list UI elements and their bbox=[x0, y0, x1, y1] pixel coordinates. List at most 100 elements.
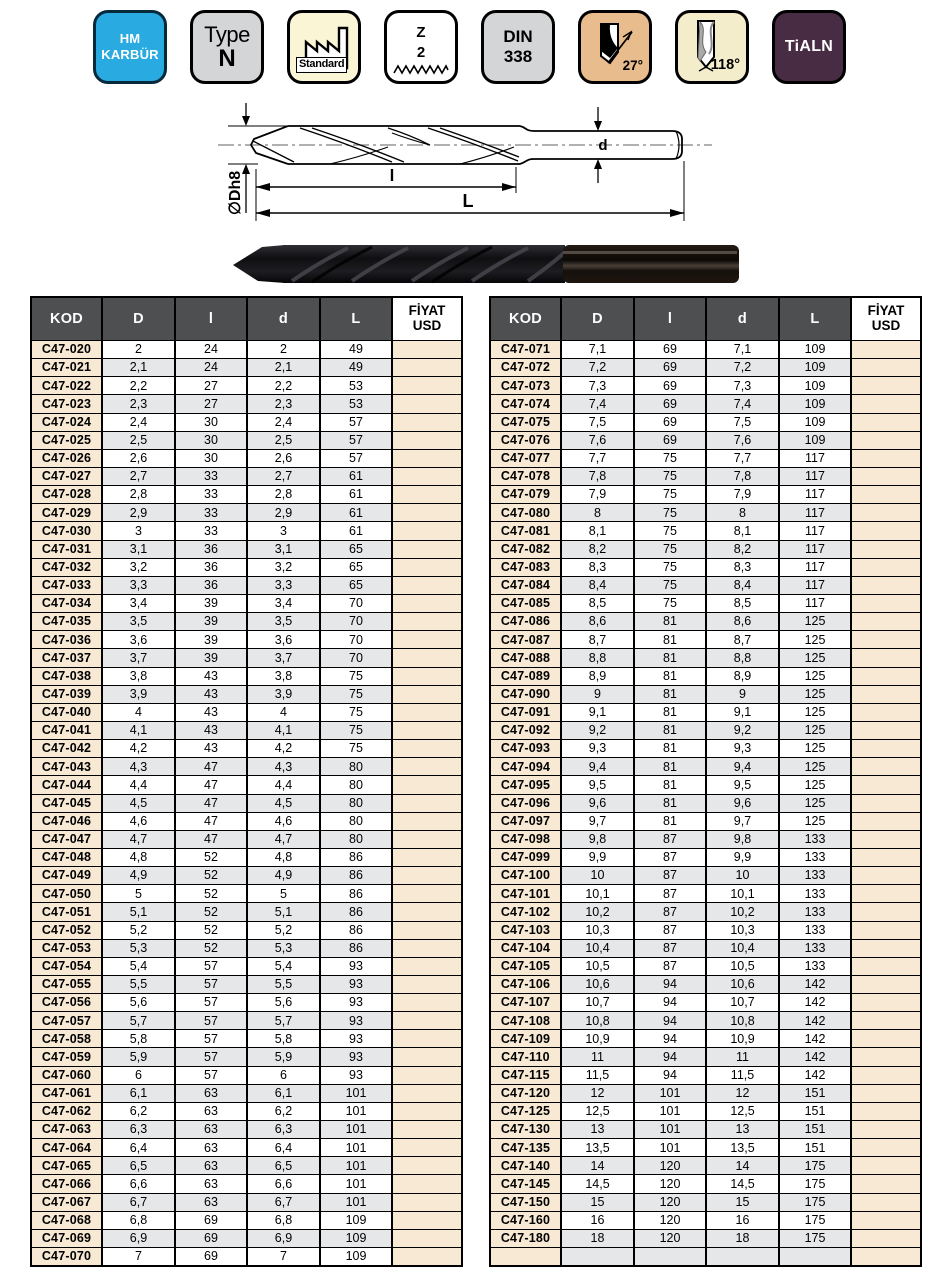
product-code-cell: C47-062 bbox=[30, 1101, 103, 1122]
dimension-cell: 117 bbox=[778, 521, 852, 541]
dimension-cell: 175 bbox=[778, 1174, 852, 1194]
dimension-cell: 8,9 bbox=[705, 666, 780, 686]
dimension-cell: 4,1 bbox=[246, 720, 321, 741]
dimension-cell: 8,4 bbox=[560, 575, 635, 595]
product-code-cell: C47-032 bbox=[30, 557, 103, 577]
product-code-cell: C47-024 bbox=[30, 412, 103, 432]
price-cell bbox=[391, 1011, 463, 1031]
product-code-cell: C47-074 bbox=[489, 394, 562, 414]
dimension-cell: 6,3 bbox=[101, 1120, 176, 1140]
dimension-cell: 86 bbox=[319, 902, 393, 922]
dimension-cell: 3 bbox=[246, 521, 321, 541]
dimension-cell: 9,5 bbox=[705, 775, 780, 795]
dimension-cell: 109 bbox=[778, 412, 852, 432]
dimension-cell: 75 bbox=[633, 521, 707, 541]
product-code-cell: C47-093 bbox=[489, 739, 562, 759]
price-cell bbox=[391, 1029, 463, 1049]
dimension-cell: 81 bbox=[633, 702, 707, 722]
table-row: C47-073 7,3 69 7,3 109 bbox=[489, 376, 922, 396]
dimension-cell: 4,8 bbox=[246, 847, 321, 868]
dimension-cell: 151 bbox=[778, 1101, 852, 1122]
col-diameter: D bbox=[101, 296, 176, 341]
dimension-cell: 10,7 bbox=[705, 993, 780, 1013]
price-cell bbox=[850, 993, 922, 1013]
dimension-cell: 81 bbox=[633, 811, 707, 831]
table-row: C47-030 3 33 3 61 bbox=[30, 521, 463, 541]
table-row: C47-033 3,3 36 3,3 65 bbox=[30, 575, 463, 595]
table-row: C47-081 8,1 75 8,1 117 bbox=[489, 521, 922, 541]
dimension-cell: 43 bbox=[174, 684, 248, 704]
dimension-cell: 33 bbox=[174, 485, 248, 505]
dimension-cell: 2,4 bbox=[246, 412, 321, 432]
dimension-cell: 3,9 bbox=[101, 684, 176, 704]
price-cell bbox=[850, 1101, 922, 1122]
price-cell bbox=[391, 575, 463, 595]
dimension-cell: 8 bbox=[560, 503, 635, 523]
dimension-cell: 142 bbox=[778, 974, 852, 995]
product-code-cell: C47-066 bbox=[30, 1174, 103, 1194]
drill-point-icon bbox=[697, 20, 715, 72]
dimension-cell: 6,4 bbox=[246, 1138, 321, 1158]
dimension-cell: 10,3 bbox=[705, 920, 780, 940]
dimension-cell: 125 bbox=[778, 757, 852, 777]
dimension-cell: 125 bbox=[778, 684, 852, 704]
dimension-cell: 133 bbox=[778, 938, 852, 958]
table-row: C47-080 8 75 8 117 bbox=[489, 503, 922, 523]
dimension-cell: 120 bbox=[633, 1228, 707, 1249]
dim-label-total-length: L bbox=[463, 191, 474, 211]
product-code-cell: C47-077 bbox=[489, 448, 562, 468]
product-code-cell: C47-076 bbox=[489, 430, 562, 450]
dimension-cell: 87 bbox=[633, 884, 707, 904]
dimension-cell: 10 bbox=[705, 866, 780, 886]
price-cell bbox=[391, 1138, 463, 1158]
product-code-cell: C47-022 bbox=[30, 376, 103, 396]
product-code-cell: C47-055 bbox=[30, 974, 103, 995]
dimension-cell: 75 bbox=[633, 485, 707, 505]
price-cell bbox=[850, 376, 922, 396]
table-row: C47-065 6,5 63 6,5 101 bbox=[30, 1156, 463, 1176]
price-cell bbox=[391, 993, 463, 1013]
table-row: C47-043 4,3 47 4,3 80 bbox=[30, 757, 463, 777]
dimension-cell: 117 bbox=[778, 593, 852, 614]
price-cell bbox=[391, 521, 463, 541]
price-cell bbox=[391, 829, 463, 849]
product-code-cell: C47-090 bbox=[489, 684, 562, 704]
dimension-cell: 65 bbox=[319, 557, 393, 577]
price-cell bbox=[850, 430, 922, 450]
product-table-left: KOD D l d L FİYAT USD C47-020 2 24 2 49 C47-0… bbox=[30, 296, 463, 1268]
dimension-cell: 4,6 bbox=[246, 811, 321, 831]
dimension-cell: 2,9 bbox=[246, 503, 321, 523]
dimension-cell: 2,1 bbox=[101, 358, 176, 378]
table-row: C47-068 6,8 69 6,8 109 bbox=[30, 1210, 463, 1230]
dimension-cell: 87 bbox=[633, 920, 707, 940]
dimension-cell: 101 bbox=[633, 1138, 707, 1158]
dimension-cell: 9,1 bbox=[560, 702, 635, 722]
product-code-cell: C47-108 bbox=[489, 1011, 562, 1031]
dimension-cell: 5,4 bbox=[246, 956, 321, 976]
dimension-cell: 7,4 bbox=[705, 394, 780, 414]
product-code-cell: C47-031 bbox=[30, 539, 103, 559]
table-row: C47-057 5,7 57 5,7 93 bbox=[30, 1011, 463, 1031]
dimension-cell: 7,9 bbox=[705, 485, 780, 505]
product-code-cell: C47-085 bbox=[489, 593, 562, 614]
dimension-cell: 142 bbox=[778, 1065, 852, 1085]
dimension-cell: 63 bbox=[174, 1192, 248, 1212]
dimension-cell: 7,5 bbox=[560, 412, 635, 432]
drill-photo-flutes bbox=[290, 246, 566, 283]
dimension-cell: 9,4 bbox=[705, 757, 780, 777]
table-row: C47-050 5 52 5 86 bbox=[30, 884, 463, 904]
table-row: C47-061 6,1 63 6,1 101 bbox=[30, 1083, 463, 1103]
dimension-cell: 117 bbox=[778, 466, 852, 487]
product-code-cell: C47-150 bbox=[489, 1192, 562, 1212]
dimension-cell: 18 bbox=[705, 1228, 780, 1249]
table-row: C47-070 7 69 7 109 bbox=[30, 1247, 463, 1267]
dimension-cell: 101 bbox=[633, 1101, 707, 1122]
dimension-cell: 5,9 bbox=[246, 1047, 321, 1067]
dimension-cell: 69 bbox=[633, 339, 707, 360]
dimension-cell: 7,3 bbox=[705, 376, 780, 396]
dimension-cell: 3,6 bbox=[246, 630, 321, 650]
price-cell bbox=[850, 539, 922, 559]
dimension-cell: 75 bbox=[633, 466, 707, 487]
price-cell bbox=[850, 720, 922, 741]
dimension-cell: 10,2 bbox=[705, 902, 780, 922]
